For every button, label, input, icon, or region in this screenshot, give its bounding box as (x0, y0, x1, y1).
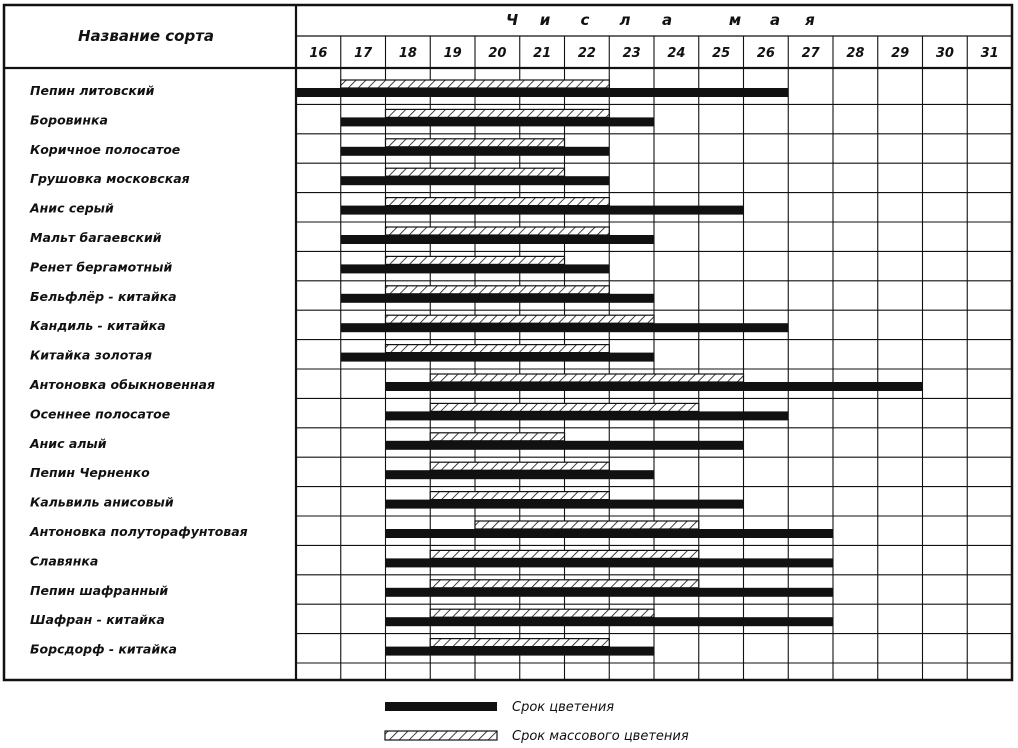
variety-name: Грушовка московская (30, 171, 190, 186)
variety-name: Борсдорф - китайка (30, 642, 177, 657)
mass-bloom-bar (384, 255, 566, 265)
bloom-bar (385, 617, 833, 627)
mass-bloom-bar (384, 226, 610, 236)
variety-name: Ренет бергамотный (30, 259, 172, 274)
variety-name: Кандиль - китайка (30, 318, 166, 333)
day-tick-label: 20 (488, 46, 506, 61)
bloom-bar (340, 264, 610, 274)
day-tick-label: 18 (399, 46, 417, 61)
bloom-bar (385, 411, 789, 421)
bloom-bar (340, 176, 610, 186)
mass-bloom-bar (384, 108, 610, 119)
variety-name: Антоновка полуторафунтовая (29, 524, 248, 539)
day-tick-label: 16 (309, 46, 327, 61)
legend: Срок цветения Срок массового цветения (384, 700, 689, 744)
bloom-bar (385, 558, 833, 568)
day-tick-label: 26 (757, 46, 775, 61)
days-title-letter: с (581, 11, 590, 29)
variety-name: Антоновка обыкновенная (29, 377, 215, 392)
mass-bloom-bar (384, 197, 610, 207)
mass-bloom-bar (340, 79, 610, 89)
bloom-bar (340, 117, 654, 127)
variety-name: Шафран - китайка (30, 612, 165, 627)
chart-grid (2, 3, 1014, 682)
variety-name: Боровинка (30, 112, 108, 127)
bloom-bar (340, 235, 654, 244)
day-tick-label: 29 (891, 46, 909, 61)
days-title-letter: я (804, 11, 815, 29)
day-tick-label: 22 (578, 46, 596, 61)
day-tick-label: 24 (667, 46, 685, 61)
mass-bloom-bar (384, 314, 655, 324)
day-tick-label: 28 (846, 46, 864, 61)
mass-bloom-bar (429, 608, 655, 618)
mass-bloom-bar (429, 637, 610, 648)
day-tick-labels: 16 17 18 19 20 21 22 23 24 25 26 27 28 29 30 31 (309, 46, 998, 61)
variety-name: Китайка золотая (30, 348, 152, 363)
legend-label-mass: Срок массового цветения (512, 729, 689, 744)
bloom-bar (340, 352, 654, 362)
variety-name: Кальвиль анисовый (30, 495, 174, 510)
variety-name: Пепин Черненко (30, 465, 150, 480)
day-tick-label: 21 (533, 46, 551, 61)
day-tick-label: 17 (354, 46, 373, 61)
variety-name: Пепин литовский (30, 83, 155, 98)
mass-bloom-bar (429, 432, 566, 442)
day-tick-label: 19 (444, 46, 462, 61)
mass-bloom-bar (384, 167, 566, 177)
day-tick-label: 25 (712, 46, 730, 61)
bloom-bar (340, 293, 654, 303)
days-title-letter: м (729, 11, 741, 29)
mass-bloom-bar (429, 373, 745, 383)
bars (296, 79, 923, 656)
mass-bloom-bar (429, 549, 700, 560)
day-tick-label: 30 (936, 46, 954, 61)
bloom-bar (340, 146, 610, 156)
bloom-bar (385, 382, 923, 391)
legend-swatch-bloom (385, 702, 497, 711)
mass-bloom-bar (384, 285, 610, 295)
legend-swatch-mass (384, 730, 498, 741)
variety-name: Пепин шафранный (30, 583, 168, 598)
bloom-bar (296, 88, 789, 97)
days-title-letter: л (620, 11, 631, 29)
bloom-bar (385, 499, 744, 509)
variety-name: Мальт багаевский (30, 230, 162, 245)
table-border (2, 3, 1014, 682)
legend-label-bloom: Срок цветения (512, 700, 614, 715)
mass-bloom-bar (384, 344, 610, 354)
days-title-letter: Ч (506, 11, 518, 29)
day-tick-label: 31 (981, 46, 999, 61)
bloom-bar (385, 529, 833, 538)
bloom-bar (340, 323, 789, 333)
mass-bloom-bar (384, 138, 566, 148)
mass-bloom-bar (429, 402, 700, 412)
days-title-letter: а (770, 11, 780, 29)
bloom-bar (385, 646, 654, 656)
variety-names: Пепин литовский Боровинка Коричное полосат… (29, 83, 248, 657)
variety-name: Осеннее полосатое (30, 406, 170, 421)
variety-name: Бельфлёр - китайка (30, 289, 177, 304)
mass-bloom-bar (429, 579, 700, 589)
days-title-letter: а (662, 11, 672, 29)
bloom-bar (385, 587, 833, 597)
variety-column-header: Название сорта (78, 27, 214, 45)
mass-bloom-bar (429, 461, 610, 471)
days-title-letter: и (540, 11, 551, 29)
bloom-bar (385, 440, 744, 450)
variety-name: Коричное полосатое (30, 142, 180, 157)
variety-name: Анис серый (29, 201, 114, 216)
variety-name: Славянка (30, 553, 98, 568)
day-tick-label: 23 (623, 46, 641, 61)
variety-name: Анис алый (29, 436, 107, 451)
mass-bloom-bar (429, 491, 610, 501)
day-tick-label: 27 (802, 46, 821, 61)
bloom-bar (385, 470, 654, 480)
bloom-bar (340, 205, 744, 215)
mass-bloom-bar (474, 520, 700, 530)
